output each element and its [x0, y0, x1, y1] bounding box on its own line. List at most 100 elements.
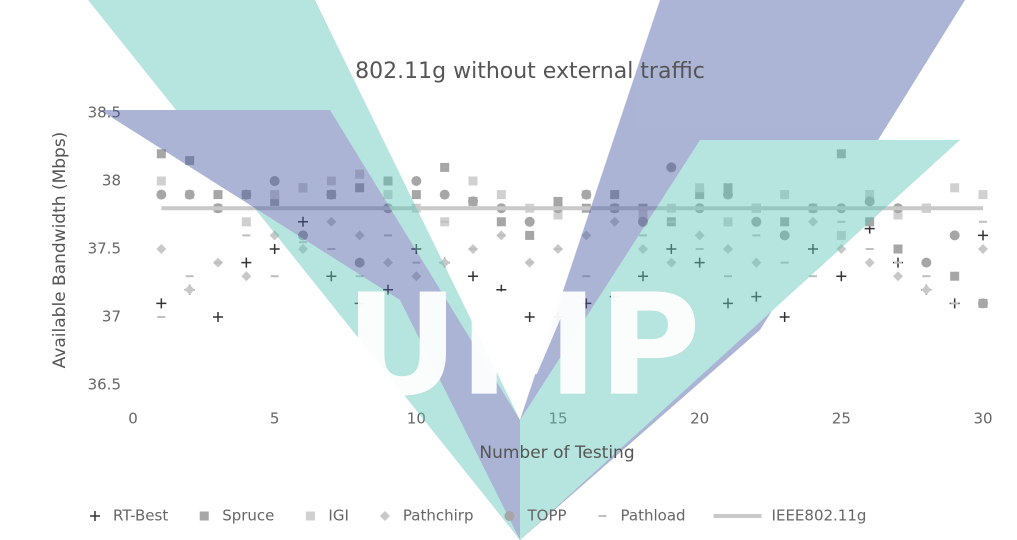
marker-diamond — [326, 216, 337, 227]
marker-square — [723, 217, 733, 227]
watermark-band — [520, 140, 960, 540]
y-tick-label: 37.5 — [88, 240, 121, 258]
marker-square — [723, 183, 733, 193]
marker-diamond — [921, 284, 932, 295]
marker-diamond — [609, 216, 620, 227]
marker-plus — [269, 244, 280, 254]
marker-diamond — [751, 257, 762, 268]
legend: RT-Best Spruce IGI Pathchirp TOPP Pathload IEE… — [90, 507, 866, 525]
x-tick-label: 25 — [832, 410, 851, 428]
marker-square — [695, 190, 705, 200]
marker-square — [468, 176, 478, 186]
marker-square — [553, 210, 563, 220]
marker-circle — [581, 189, 592, 200]
marker-circle — [156, 189, 167, 200]
marker-diamond — [269, 230, 280, 241]
x-tick-label: 30 — [973, 410, 992, 428]
marker-diamond — [439, 257, 450, 268]
marker-diamond — [893, 271, 903, 282]
y-tick-label: 38 — [102, 172, 121, 190]
legend-label: IEEE802.11g — [772, 507, 867, 525]
marker-plus — [383, 284, 393, 295]
marker-square — [213, 190, 223, 200]
marker-square — [496, 190, 506, 200]
marker-square — [156, 149, 166, 159]
marker-square — [893, 244, 903, 254]
chart-title: 802.11g without external traffic — [355, 59, 705, 84]
legend-label: Pathload — [621, 507, 686, 525]
marker-plus — [723, 298, 733, 309]
legend-label: RT-Best — [113, 507, 168, 525]
y-tick-label: 36.5 — [88, 376, 121, 394]
watermark-band — [100, 110, 520, 540]
marker-plus — [354, 298, 365, 309]
x-tick-label: 10 — [407, 410, 426, 428]
marker-diamond — [184, 284, 195, 295]
plot-area: 36.5 37 37.5 38 38.5 0 5 10 15 20 25 30 — [88, 104, 993, 428]
marker-square — [950, 183, 960, 193]
marker-circle — [326, 189, 337, 200]
marker-circle — [723, 189, 733, 200]
watermark-band — [88, 0, 520, 540]
x-tick-label: 15 — [548, 410, 567, 428]
marker-circle — [779, 230, 790, 241]
marker-circle — [751, 216, 762, 227]
marker-circle — [354, 257, 365, 268]
legend-label: IGI — [328, 507, 348, 525]
marker-square — [865, 217, 875, 227]
marker-diamond — [379, 511, 390, 521]
marker-diamond — [836, 244, 847, 254]
legend-label: Pathchirp — [403, 507, 474, 525]
marker-square — [496, 217, 506, 227]
marker-square — [836, 230, 846, 240]
marker-plus — [751, 291, 762, 302]
marker-diamond — [241, 271, 252, 282]
marker-plus — [468, 271, 478, 282]
marker-diamond — [383, 257, 393, 268]
x-tick-label: 0 — [128, 410, 138, 428]
marker-plus — [90, 511, 100, 521]
marker-plus — [978, 230, 988, 241]
marker-plus — [553, 312, 563, 322]
marker-plus — [609, 291, 620, 302]
marker-square — [383, 176, 393, 186]
y-axis-title: Available Bandwidth (Mbps) — [50, 132, 70, 369]
marker-circle — [524, 216, 535, 227]
marker-square — [893, 210, 903, 220]
marker-diamond — [864, 257, 875, 268]
x-axis-title: Number of Testing — [479, 443, 634, 463]
marker-plus — [213, 312, 223, 322]
marker-circle — [666, 162, 677, 173]
marker-plus — [581, 298, 592, 309]
marker-plus — [298, 216, 308, 227]
marker-diamond — [411, 271, 422, 282]
marker-plus — [411, 244, 422, 254]
marker-diamond — [808, 216, 818, 227]
marker-diamond — [354, 230, 365, 241]
marker-square — [638, 210, 648, 220]
marker-diamond — [723, 244, 733, 254]
marker-plus — [326, 271, 337, 282]
watermark-band — [520, 0, 965, 540]
marker-square — [553, 196, 563, 206]
marker-square — [355, 169, 365, 179]
marker-circle — [638, 216, 648, 227]
marker-square — [305, 511, 315, 521]
marker-plus — [496, 284, 507, 295]
marker-square — [326, 176, 336, 186]
marker-plus — [666, 244, 677, 254]
marker-diamond — [694, 230, 705, 241]
marker-square — [525, 230, 535, 240]
marker-diamond — [978, 244, 988, 254]
marker-square — [199, 511, 209, 521]
marker-circle — [949, 230, 960, 241]
marker-plus — [836, 271, 847, 282]
marker-plus — [638, 271, 648, 282]
marker-square — [383, 190, 393, 200]
marker-plus — [779, 312, 790, 322]
marker-square — [270, 190, 280, 200]
marker-circle — [298, 230, 308, 241]
marker-square — [270, 196, 280, 206]
